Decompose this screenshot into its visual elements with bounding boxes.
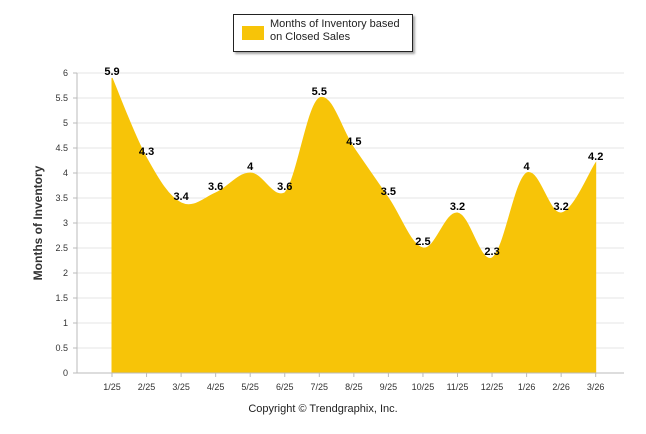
x-tick-label: 9/25 [380, 382, 398, 392]
data-label: 4.5 [346, 136, 361, 148]
y-tick-label: 6 [63, 68, 68, 78]
x-tick-label: 10/25 [412, 382, 435, 392]
data-label: 3.5 [381, 186, 396, 198]
legend-label: Months of Inventory based on Closed Sale… [270, 18, 400, 43]
data-label: 4 [524, 161, 531, 173]
x-ticks: 1/25 2/25 3/25 4/25 5/25 6/25 7/25 8/25 9/25 10/2… [103, 373, 604, 392]
data-label: 5.9 [104, 66, 119, 78]
y-tick-label: 1.5 [55, 293, 68, 303]
x-tick-label: 2/25 [138, 382, 156, 392]
y-tick-label: 0.5 [55, 343, 68, 353]
x-tick-label: 3/26 [587, 382, 605, 392]
x-tick-label: 11/25 [447, 382, 469, 392]
data-label: 3.6 [208, 181, 223, 193]
y-axis-label: Months of Inventory [31, 165, 45, 280]
x-tick-label: 3/25 [172, 382, 190, 392]
x-tick-label: 12/25 [481, 382, 504, 392]
x-tick-label: 7/25 [311, 382, 329, 392]
y-tick-label: 2.5 [55, 243, 68, 253]
copyright-text: Copyright © Trendgraphix, Inc. [248, 403, 398, 415]
y-tick-label: 4 [63, 168, 68, 178]
data-label: 4 [247, 161, 254, 173]
data-labels: 5.9 4.3 3.4 3.6 4 3.6 5.5 4.5 3.5 2.5 3.2 2.3 4 3.2 4.… [104, 66, 603, 258]
data-label: 3.2 [450, 201, 465, 213]
y-ticks: 0 0.5 1 1.5 2 2.5 3 3.5 4 4.5 5 5.5 6 [55, 68, 77, 378]
y-tick-label: 0 [63, 368, 68, 378]
x-tick-label: 2/26 [552, 382, 570, 392]
x-tick-label: 8/25 [345, 382, 363, 392]
data-label: 2.3 [484, 246, 499, 258]
y-tick-label: 1 [63, 318, 68, 328]
series-area [111, 77, 597, 374]
y-tick-label: 3 [63, 218, 68, 228]
x-tick-label: 4/25 [207, 382, 225, 392]
y-tick-label: 4.5 [55, 143, 68, 153]
data-label: 3.2 [554, 201, 569, 213]
y-tick-label: 5.5 [55, 93, 68, 103]
data-label: 3.6 [277, 181, 292, 193]
legend[interactable]: Months of Inventory based on Closed Sale… [233, 14, 413, 52]
x-tick-label: 5/25 [241, 382, 259, 392]
y-tick-label: 5 [63, 118, 68, 128]
x-tick-label: 1/25 [103, 382, 121, 392]
y-tick-label: 3.5 [55, 193, 68, 203]
x-tick-label: 1/26 [518, 382, 536, 392]
x-tick-label: 6/25 [276, 382, 294, 392]
data-label: 5.5 [312, 86, 327, 98]
y-tick-label: 2 [63, 268, 68, 278]
data-label: 4.2 [588, 151, 603, 163]
legend-swatch [242, 26, 264, 40]
data-label: 2.5 [415, 236, 430, 248]
data-label: 4.3 [139, 146, 154, 158]
data-label: 3.4 [173, 191, 189, 203]
